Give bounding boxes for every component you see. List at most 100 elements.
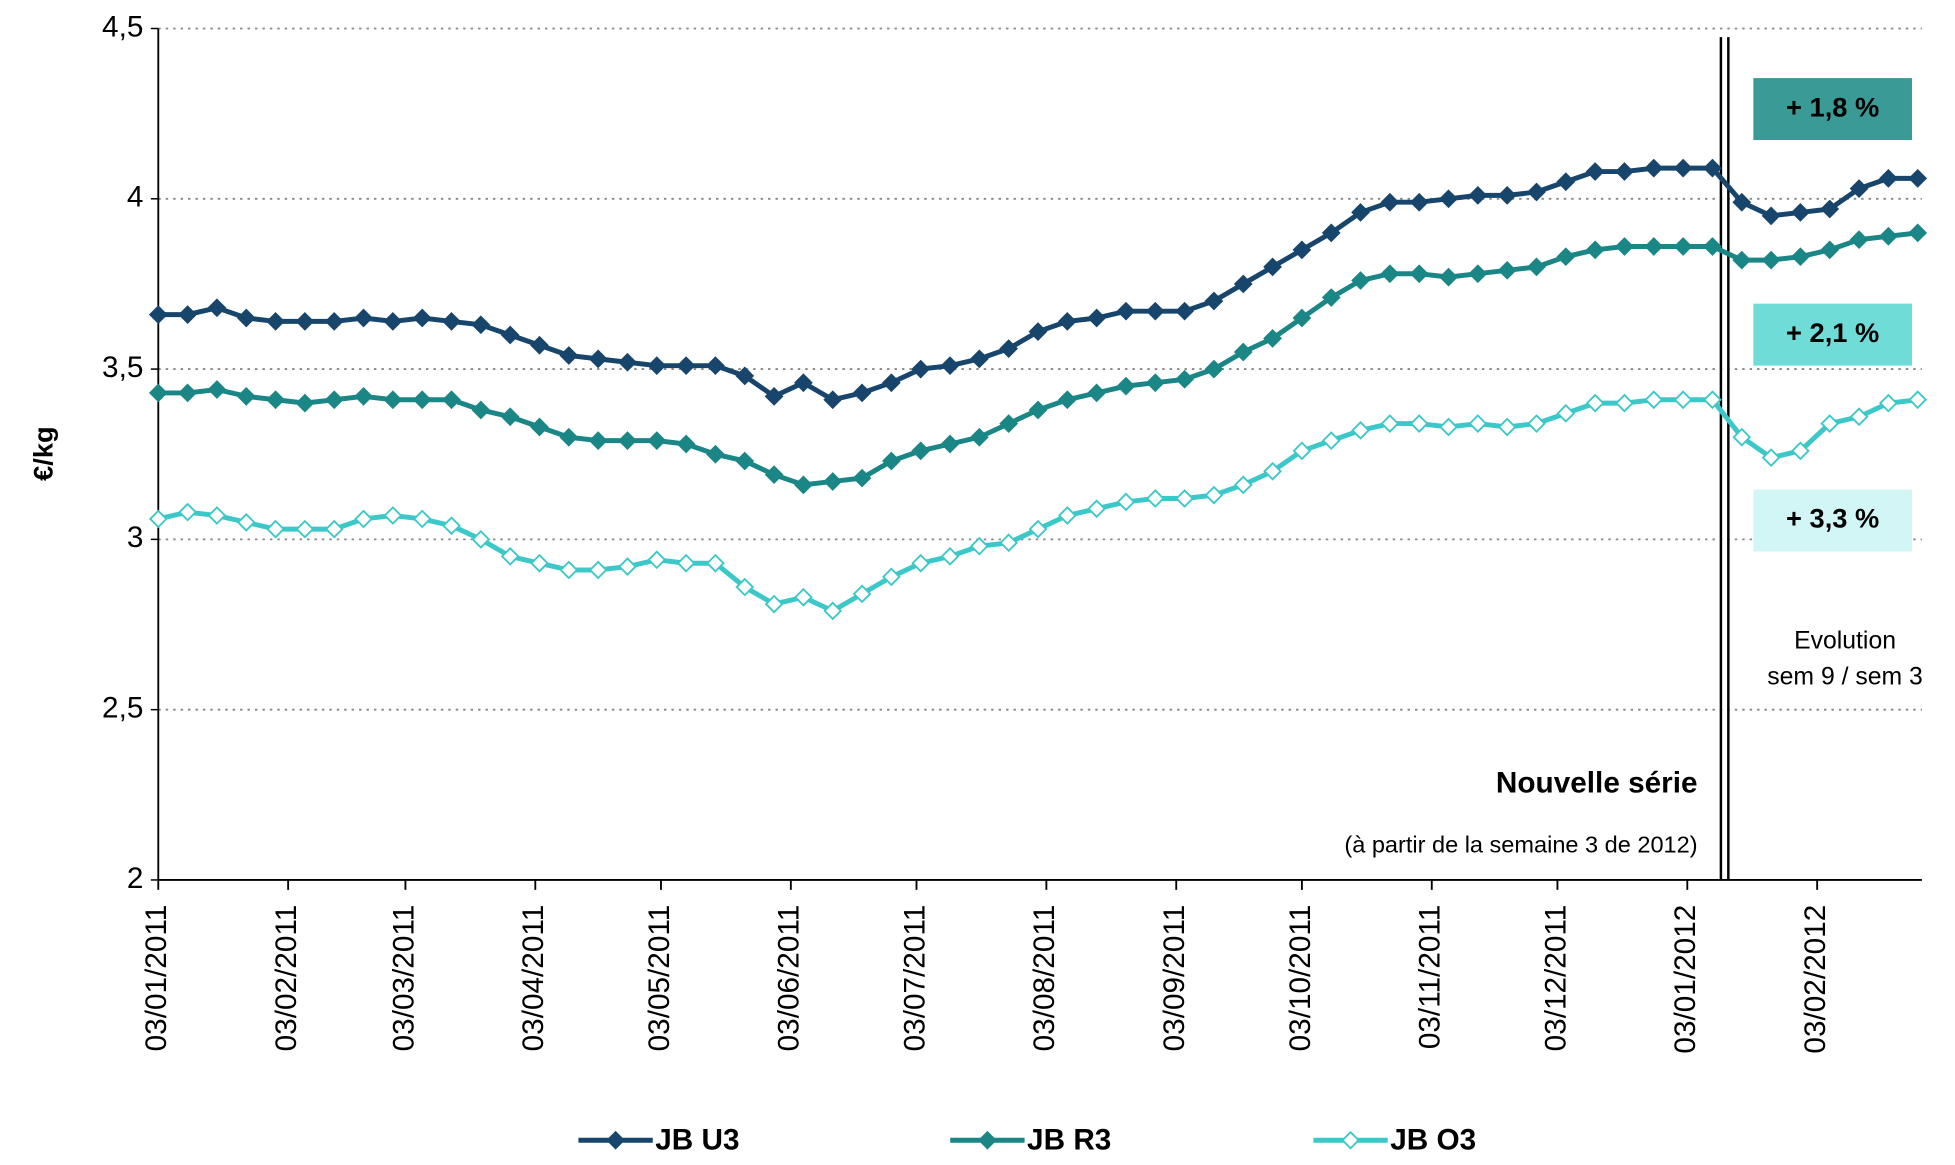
marker <box>911 553 931 573</box>
marker <box>1615 393 1634 413</box>
marker <box>1409 264 1429 284</box>
marker <box>559 560 579 580</box>
x-tick-label: 03/01/2012 <box>1669 905 1702 1054</box>
marker <box>1820 414 1840 433</box>
marker <box>295 519 315 539</box>
marker <box>940 547 960 566</box>
marker <box>1204 291 1224 311</box>
marker <box>1644 158 1664 178</box>
y-tick-label: 3 <box>127 521 144 554</box>
annotation-text: + 1,8 % <box>1786 91 1879 122</box>
marker <box>676 553 696 573</box>
marker <box>647 356 667 376</box>
marker <box>442 312 461 331</box>
marker <box>999 339 1019 359</box>
marker <box>1145 301 1165 321</box>
marker <box>911 441 931 461</box>
marker <box>1468 414 1488 433</box>
marker <box>1585 240 1605 260</box>
marker <box>969 349 989 369</box>
marker <box>1761 448 1781 468</box>
marker <box>852 383 872 403</box>
marker <box>1615 237 1634 256</box>
x-tick-label: 03/03/2011 <box>387 905 420 1052</box>
marker <box>1849 179 1869 198</box>
series-line <box>158 165 1918 403</box>
marker <box>1879 393 1898 413</box>
marker <box>588 431 608 450</box>
marker <box>178 383 197 403</box>
marker <box>676 356 696 376</box>
marker <box>295 312 315 331</box>
marker <box>618 431 637 450</box>
marker <box>1145 489 1165 508</box>
marker <box>1849 407 1869 427</box>
marker <box>1087 499 1107 519</box>
marker <box>882 451 901 471</box>
marker <box>1820 240 1840 260</box>
marker <box>148 383 168 403</box>
marker <box>324 390 344 410</box>
marker <box>1497 417 1517 437</box>
marker <box>354 308 373 328</box>
marker <box>882 567 901 587</box>
marker <box>706 444 725 464</box>
marker <box>1057 390 1077 410</box>
marker <box>1673 158 1693 178</box>
x-tick-label: 03/02/2012 <box>1799 905 1832 1054</box>
marker <box>676 434 696 454</box>
marker <box>1673 237 1693 256</box>
marker <box>911 359 931 379</box>
marker <box>266 390 285 410</box>
x-tick-label: 03/05/2011 <box>643 905 676 1052</box>
marker <box>1351 421 1370 440</box>
marker <box>354 386 373 406</box>
marker <box>1439 267 1458 287</box>
marker <box>764 386 784 406</box>
marker <box>207 506 227 525</box>
marker <box>999 414 1019 433</box>
marker <box>764 465 784 485</box>
marker <box>794 587 813 607</box>
marker <box>178 305 197 324</box>
marker <box>1028 519 1048 539</box>
marker <box>618 352 637 372</box>
marker <box>383 312 403 331</box>
marker <box>588 349 608 369</box>
x-tick-label: 03/06/2011 <box>773 905 806 1052</box>
annotation-text: + 3,3 % <box>1786 503 1879 534</box>
marker <box>1175 489 1194 508</box>
marker <box>1057 312 1077 331</box>
marker <box>1497 260 1517 280</box>
y-tick-label: 4,5 <box>102 10 143 43</box>
marker <box>764 594 784 614</box>
marker <box>1732 192 1752 212</box>
marker <box>823 472 843 491</box>
marker <box>969 427 989 447</box>
marker <box>1791 441 1810 461</box>
marker <box>236 308 256 328</box>
marker <box>530 335 549 355</box>
marker <box>940 434 960 454</box>
marker <box>706 553 725 573</box>
marker <box>1615 162 1634 181</box>
x-tick-label: 03/12/2011 <box>1539 905 1572 1052</box>
marker <box>647 431 667 450</box>
marker <box>1761 206 1781 226</box>
legend-marker <box>978 1130 997 1150</box>
marker <box>1644 390 1664 410</box>
marker <box>207 298 227 318</box>
marker <box>442 516 461 536</box>
marker <box>852 584 872 604</box>
y-axis-label: €/kg <box>28 426 59 481</box>
marker <box>412 390 432 410</box>
evolution-note: Evolution <box>1794 628 1896 655</box>
marker <box>1585 162 1605 181</box>
marker <box>1233 342 1253 362</box>
marker <box>1820 199 1840 219</box>
series-line <box>158 230 1918 488</box>
marker <box>1439 189 1458 209</box>
marker <box>1233 274 1253 294</box>
marker <box>559 427 579 447</box>
